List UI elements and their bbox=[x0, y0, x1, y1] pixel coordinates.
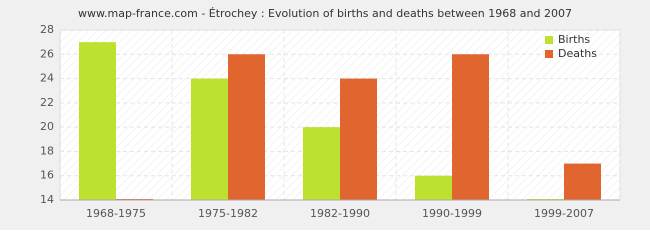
legend-label: Deaths bbox=[558, 47, 597, 60]
x-tick-label: 1982-1990 bbox=[310, 207, 370, 220]
legend-label: Births bbox=[558, 33, 590, 46]
bar bbox=[191, 78, 228, 200]
legend-swatch bbox=[545, 36, 553, 44]
y-tick-label: 18 bbox=[40, 144, 54, 157]
bar bbox=[452, 54, 489, 201]
legend-swatch bbox=[545, 50, 553, 58]
y-tick-label: 22 bbox=[40, 96, 54, 109]
x-tick-label: 1968-1975 bbox=[86, 207, 146, 220]
chart: www.map-france.com - Étrochey : Evolutio… bbox=[0, 0, 650, 230]
y-tick-label: 20 bbox=[40, 120, 54, 133]
bar bbox=[303, 127, 340, 200]
y-tick-label: 14 bbox=[40, 193, 54, 206]
bar bbox=[228, 54, 265, 201]
y-tick-label: 28 bbox=[40, 23, 54, 36]
y-tick-label: 24 bbox=[40, 72, 54, 85]
x-tick-label: 1975-1982 bbox=[198, 207, 258, 220]
bar bbox=[415, 175, 452, 200]
y-tick-label: 26 bbox=[40, 47, 54, 60]
x-tick-label: 1999-2007 bbox=[534, 207, 594, 220]
bar bbox=[340, 78, 377, 200]
bar bbox=[564, 163, 601, 200]
y-tick-label: 16 bbox=[40, 169, 54, 182]
chart-title: www.map-france.com - Étrochey : Evolutio… bbox=[78, 7, 572, 20]
bar bbox=[79, 42, 116, 201]
x-tick-label: 1990-1999 bbox=[422, 207, 482, 220]
